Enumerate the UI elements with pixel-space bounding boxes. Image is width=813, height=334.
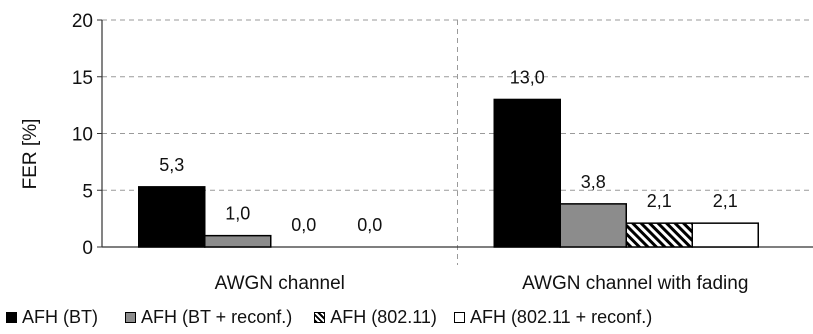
legend-item: AFH (BT + reconf.) — [125, 307, 292, 328]
legend: AFH (BT) AFH (BT + reconf.) AFH (802.11) AF… — [6, 304, 811, 330]
legend-item: AFH (BT) — [6, 307, 98, 328]
y-tick-label: 15 — [72, 68, 93, 89]
bar — [691, 222, 759, 248]
legend-label: AFH (BT + reconf.) — [141, 306, 293, 327]
y-tick-label: 20 — [72, 11, 93, 32]
bar — [138, 186, 206, 248]
bar-value-label: 0,0 — [291, 215, 316, 235]
bar — [625, 222, 693, 248]
bar-value-label: 1,0 — [225, 204, 250, 224]
bar-value-label: 0,0 — [357, 215, 382, 235]
bar-value-label: 13,0 — [510, 67, 545, 87]
y-tick-label: 10 — [72, 125, 93, 146]
x-category-label: AWGN channel with fading — [522, 273, 748, 294]
bar — [559, 203, 627, 248]
legend-swatch — [125, 311, 136, 323]
bar — [204, 234, 272, 248]
bar-value-label: 3,8 — [581, 172, 606, 192]
fer-bar-chart: 0 5 10 15 20 AWGN channel AWGN channel with fa… — [20, 11, 813, 294]
legend-swatch — [6, 311, 17, 323]
legend-label: AFH (802.11) — [330, 306, 437, 327]
legend-label: AFH (802.11 + reconf.) — [469, 306, 653, 327]
legend-item: AFH (802.11) — [314, 307, 437, 328]
legend-item: AFH (802.11 + reconf.) — [453, 306, 653, 328]
bar-value-label: 2,1 — [647, 191, 672, 211]
bar-value-label: 5,3 — [159, 155, 184, 175]
bar-value-label: 2,1 — [713, 191, 738, 211]
x-category-label: AWGN channel — [215, 273, 345, 294]
legend-swatch — [453, 311, 465, 323]
y-tick-label: 0 — [82, 238, 93, 259]
bar — [493, 98, 561, 248]
legend-label: AFH (BT) — [22, 306, 98, 327]
legend-swatch — [314, 311, 326, 323]
y-axis-title: FER [%] — [20, 119, 41, 190]
y-tick-label: 5 — [82, 181, 93, 202]
